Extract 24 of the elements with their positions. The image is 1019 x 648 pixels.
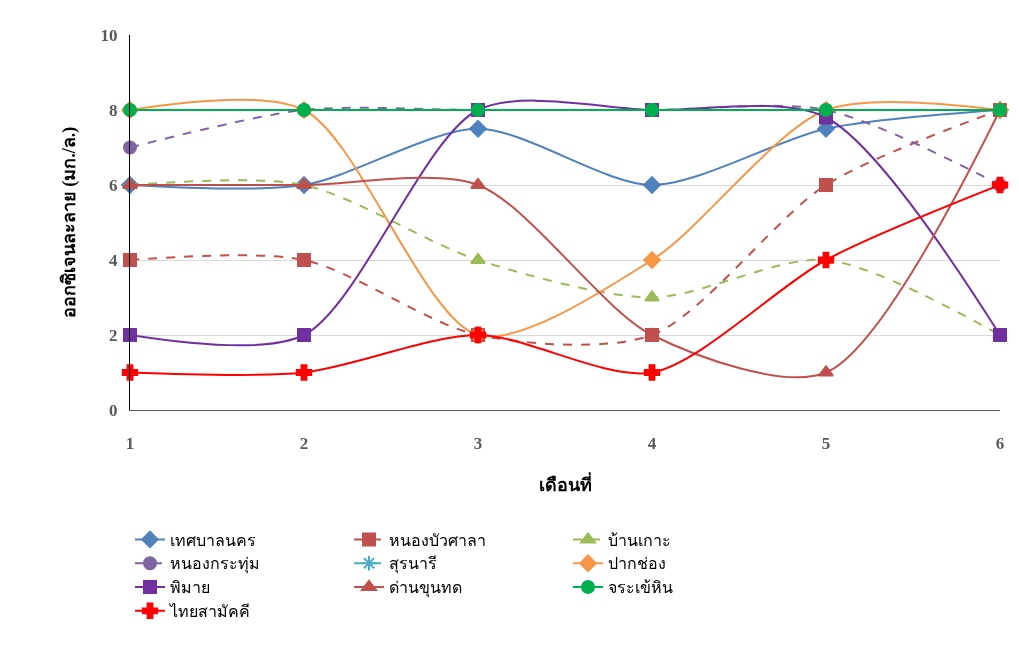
x-tick-label: 3: [473, 434, 483, 454]
x-tick-label: 2: [299, 434, 309, 454]
y-tick-label: 4: [109, 250, 119, 270]
legend-label: หนองบัวศาลา: [389, 531, 486, 549]
y-axis-title: ออกซิเจนละลาย (มก./ล.): [58, 126, 80, 319]
y-tick-label: 6: [109, 175, 118, 195]
legend-label: เทศบาลนคร: [170, 531, 256, 549]
y-tick-label: 8: [109, 100, 118, 120]
legend-label: สุรนารี: [389, 555, 437, 575]
legend-label: บ้านเกาะ: [608, 531, 671, 549]
x-tick-label: 6: [995, 434, 1005, 454]
x-axis-title: เดือนที่: [538, 471, 592, 495]
x-tick-label: 5: [821, 434, 831, 454]
legend-label: หนองกระทุ่ม: [170, 555, 260, 575]
x-tick-label: 1: [125, 434, 135, 454]
y-tick-label: 2: [109, 325, 118, 345]
y-tick-label: 10: [100, 25, 118, 45]
legend-label: ปากช่อง: [608, 555, 666, 573]
y-tick-label: 0: [109, 400, 118, 420]
legend-label: ด่านขุนทด: [389, 579, 462, 599]
legend-label: พิมาย: [170, 579, 210, 597]
legend-label: ไทยสามัคคี: [168, 602, 250, 621]
legend-label: จระเข้หิน: [608, 579, 673, 597]
x-tick-label: 4: [647, 434, 657, 454]
